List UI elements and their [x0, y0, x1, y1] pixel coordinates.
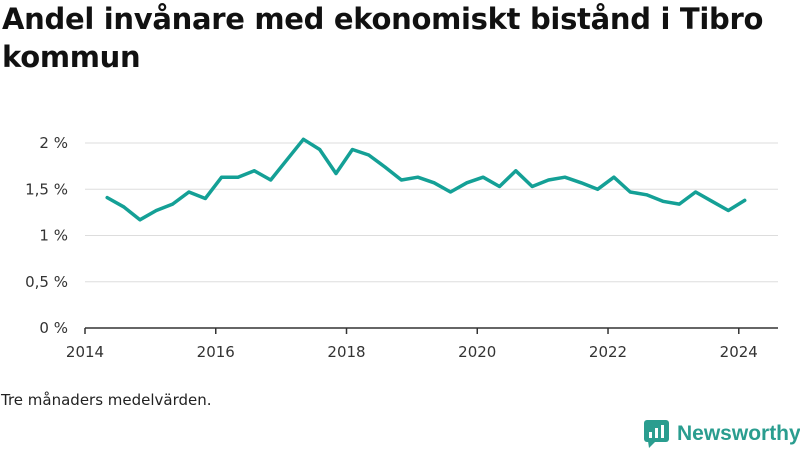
data-point	[563, 175, 567, 179]
data-point	[743, 198, 747, 202]
x-axis-ticks	[84, 328, 740, 334]
data-point	[285, 158, 289, 162]
data-point	[432, 181, 436, 185]
data-point	[350, 148, 354, 151]
gridlines	[85, 142, 778, 283]
data-point	[399, 178, 403, 182]
chart-note: Tre månaders medelvärden.	[1, 391, 212, 409]
data-point	[596, 187, 600, 191]
chart-title: Andel invånare med ekonomiskt bistånd i …	[2, 2, 764, 74]
data-point	[661, 199, 665, 203]
data-point	[449, 190, 452, 194]
newsworthy-logo-icon	[644, 420, 669, 448]
data-point	[710, 199, 714, 203]
data-point	[171, 202, 175, 206]
x-tick-label: 2020	[458, 343, 496, 361]
data-point	[579, 181, 583, 185]
x-tick-label: 2014	[66, 343, 104, 361]
data-point	[236, 175, 240, 179]
y-tick-label: 0,5 %	[25, 273, 68, 291]
data-point	[334, 172, 338, 175]
y-tick-label: 1,5 %	[25, 180, 68, 198]
series-line	[105, 137, 747, 222]
data-point	[154, 209, 158, 212]
data-point	[138, 218, 142, 222]
data-point	[694, 190, 698, 194]
data-point	[301, 137, 305, 141]
data-point	[514, 169, 518, 173]
data-point	[269, 178, 273, 182]
x-tick-label: 2018	[327, 343, 365, 361]
data-point	[726, 209, 730, 212]
data-point	[530, 185, 534, 188]
data-point	[547, 178, 550, 182]
data-point	[318, 148, 322, 151]
data-point	[220, 175, 224, 179]
data-point	[677, 202, 681, 206]
x-axis-labels: 2014 2016 2018 2020 2022 2024	[66, 343, 758, 361]
data-point	[187, 190, 191, 194]
data-point	[122, 205, 126, 209]
data-point	[612, 175, 616, 179]
x-tick-label: 2024	[720, 343, 758, 361]
y-tick-label: 1 %	[39, 227, 68, 245]
y-tick-label: 0 %	[39, 319, 68, 337]
brand-logo: Newsworthy	[644, 419, 800, 449]
data-point	[481, 175, 485, 179]
data-point	[383, 165, 387, 169]
data-point	[465, 181, 469, 185]
data-point	[416, 175, 420, 179]
data-point	[252, 169, 256, 173]
data-point	[498, 185, 501, 188]
x-tick-label: 2016	[197, 343, 235, 361]
line-chart: 0 % 0,5 % 1 % 1,5 % 2 % 2014 2016 2018 2020 2022…	[25, 134, 778, 361]
data-point	[203, 197, 207, 200]
data-point	[628, 190, 632, 194]
data-point	[645, 193, 649, 197]
y-tick-label: 2 %	[39, 134, 68, 152]
x-tick-label: 2022	[589, 343, 627, 361]
y-axis-labels: 0 % 0,5 % 1 % 1,5 % 2 %	[25, 134, 68, 337]
data-point	[367, 153, 371, 157]
data-point	[105, 196, 109, 200]
brand-name: Newsworthy	[677, 422, 800, 445]
data-points	[105, 137, 747, 222]
